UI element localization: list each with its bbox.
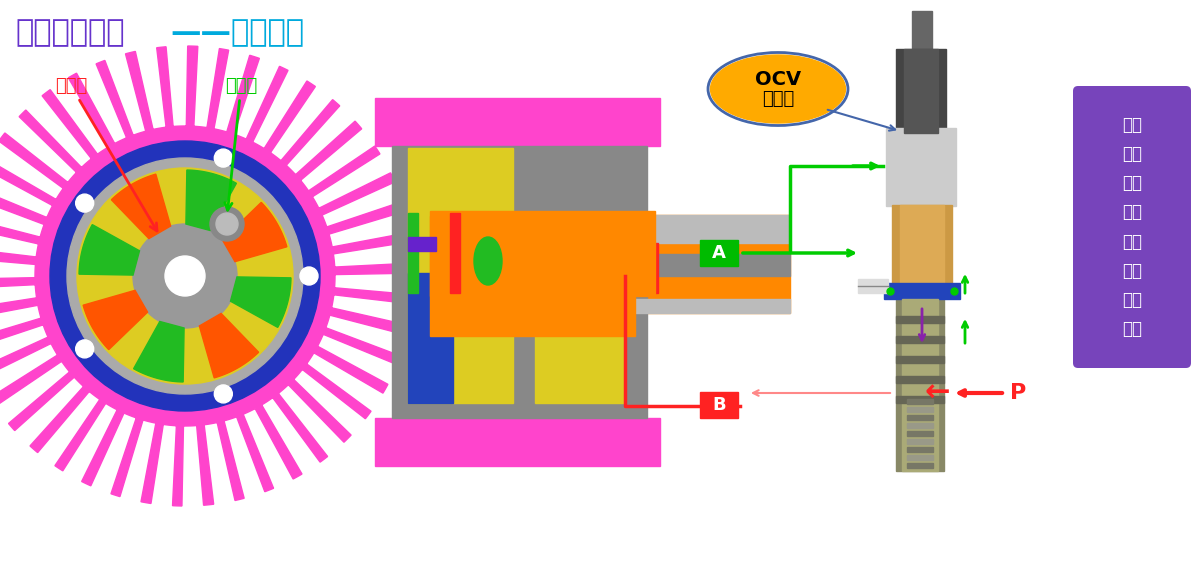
Bar [896, 396, 944, 403]
Bar [907, 439, 934, 444]
Bar [896, 356, 944, 363]
Text: P: P [1010, 383, 1026, 403]
Polygon shape [79, 224, 139, 275]
Bar [907, 463, 934, 468]
Bar [896, 316, 944, 323]
Text: 系统设计结构: 系统设计结构 [14, 18, 125, 47]
Circle shape [76, 194, 94, 212]
Bar [408, 237, 436, 251]
Ellipse shape [474, 237, 502, 285]
Text: 提前腔: 提前腔 [55, 77, 157, 231]
Polygon shape [230, 277, 290, 328]
Polygon shape [222, 203, 287, 261]
Bar [904, 49, 938, 133]
Circle shape [300, 267, 318, 285]
Circle shape [210, 207, 244, 241]
Circle shape [67, 158, 302, 394]
Bar [625, 254, 790, 276]
Bar [907, 399, 934, 404]
Bar [535, 273, 625, 403]
Bar [896, 299, 944, 471]
Bar [650, 243, 658, 293]
Bar [858, 279, 888, 293]
Text: OCV: OCV [755, 70, 802, 89]
Bar [896, 376, 944, 383]
Bar [430, 216, 635, 336]
Polygon shape [112, 174, 170, 238]
Text: B: B [712, 396, 726, 414]
Polygon shape [0, 46, 415, 506]
Bar [392, 146, 647, 418]
Bar [886, 128, 956, 206]
Bar [907, 423, 934, 428]
Bar [700, 392, 738, 418]
Bar [700, 240, 738, 266]
Polygon shape [199, 314, 259, 378]
Bar [907, 415, 934, 420]
Bar [374, 98, 660, 146]
Bar [430, 211, 655, 296]
Bar [625, 215, 790, 243]
Ellipse shape [710, 55, 846, 123]
Bar [902, 299, 938, 471]
Bar [625, 215, 790, 313]
Circle shape [215, 385, 233, 403]
Bar [625, 299, 790, 313]
Bar [900, 205, 944, 283]
Text: ——油路设计: ——油路设计 [170, 18, 304, 47]
Bar [912, 11, 932, 51]
Polygon shape [83, 291, 148, 350]
Circle shape [76, 340, 94, 358]
Bar [408, 213, 418, 293]
Bar [907, 455, 934, 460]
Bar [907, 447, 934, 452]
Bar [907, 431, 934, 436]
Bar [896, 49, 946, 131]
Circle shape [166, 256, 205, 296]
Polygon shape [133, 321, 184, 382]
Text: A: A [712, 244, 726, 262]
Bar [408, 273, 454, 403]
Bar [896, 336, 944, 343]
Circle shape [77, 168, 293, 384]
Text: 通电流: 通电流 [762, 90, 794, 108]
FancyBboxPatch shape [1073, 86, 1190, 368]
Polygon shape [186, 170, 236, 231]
Circle shape [50, 141, 320, 411]
Circle shape [133, 224, 238, 328]
Text: ←: ← [924, 379, 950, 407]
Bar [892, 205, 952, 283]
Bar [408, 148, 514, 403]
Circle shape [215, 149, 233, 167]
Bar [884, 283, 960, 299]
Bar [450, 213, 460, 293]
Bar [907, 407, 934, 412]
Circle shape [216, 213, 238, 235]
Bar [625, 243, 634, 293]
Bar [374, 418, 660, 466]
Text: 电磁
力克
服弹
簧力
推动
阀芯
向下
运动: 电磁 力克 服弹 簧力 推动 阀芯 向下 运动 [1122, 116, 1142, 338]
Text: 滞后腔: 滞后腔 [224, 77, 257, 210]
